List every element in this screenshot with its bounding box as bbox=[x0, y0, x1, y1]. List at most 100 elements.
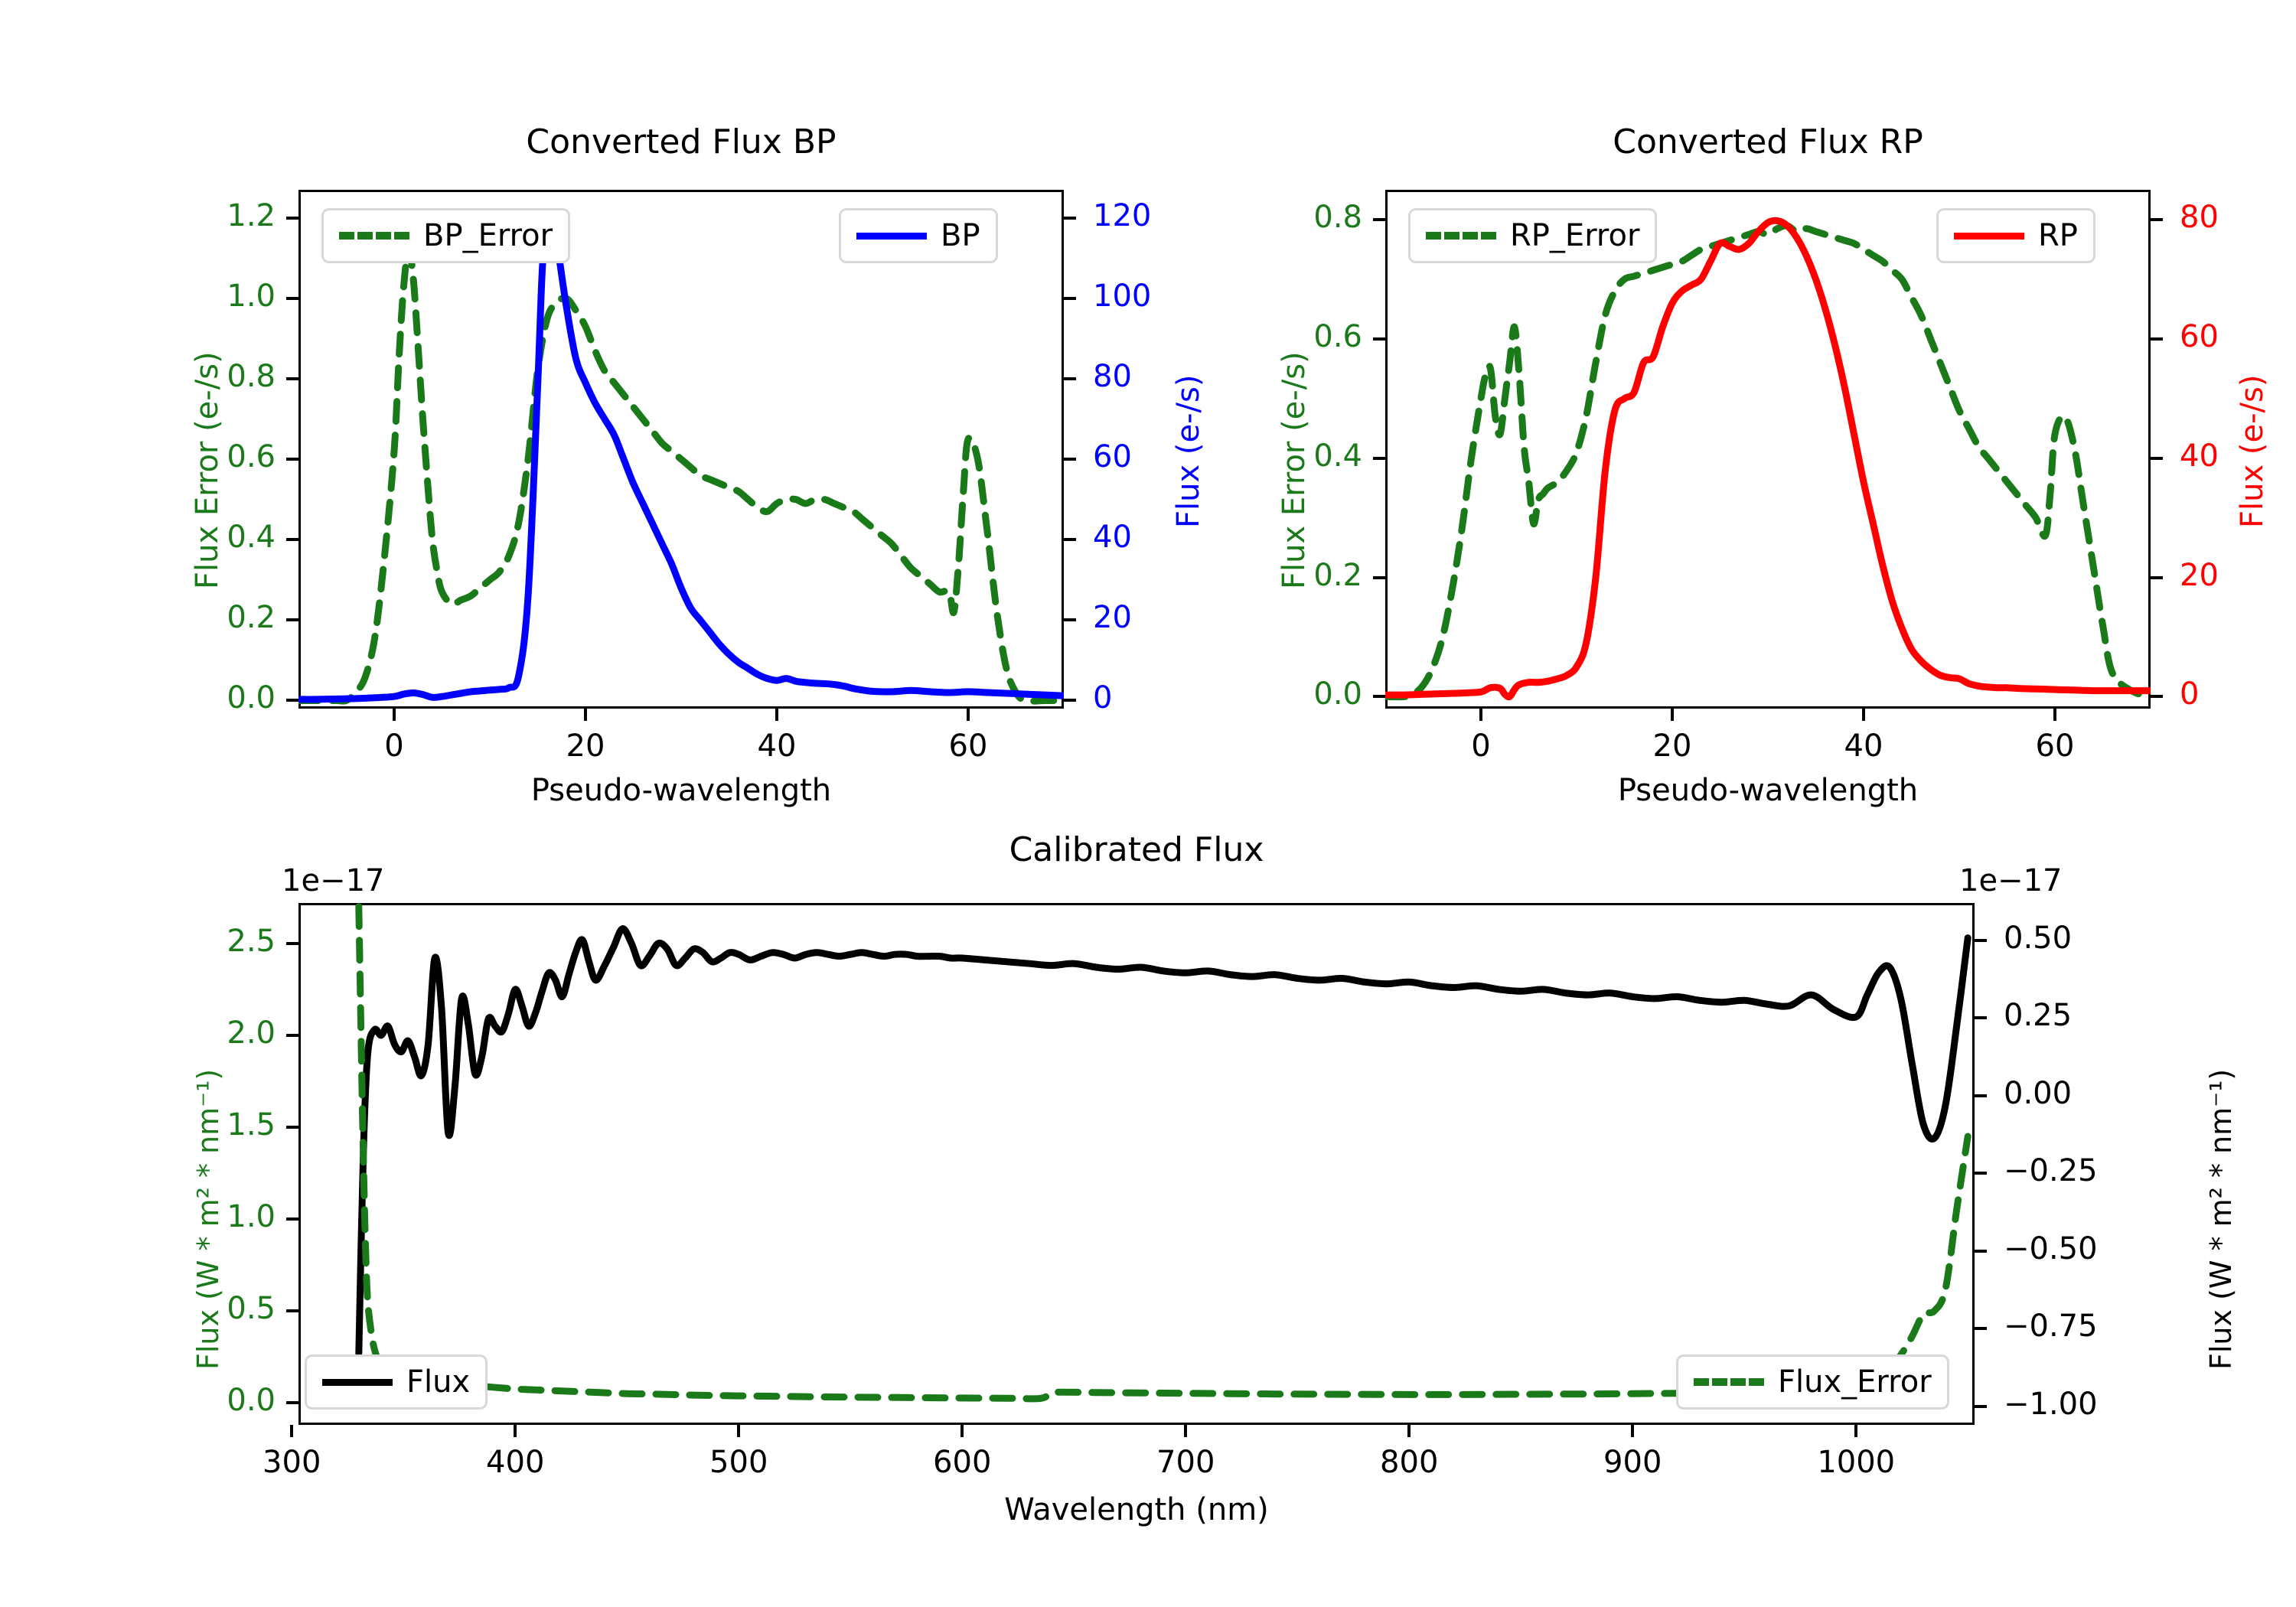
rp-yticksL-label: 0.8 bbox=[1313, 199, 1362, 235]
cal-xticks-label: 600 bbox=[933, 1445, 992, 1480]
bp-yticksR-label: 20 bbox=[1093, 600, 1132, 636]
tick-mark bbox=[286, 1401, 298, 1405]
cal-yticksR-label: −1.00 bbox=[2004, 1386, 2098, 1422]
rp-xticks-label: 40 bbox=[1844, 729, 1883, 764]
tick-mark bbox=[1373, 217, 1385, 221]
rp-title: Converted Flux RP bbox=[1613, 122, 1923, 161]
cal-xticks-label: 900 bbox=[1603, 1445, 1662, 1480]
cal-xticks-label: 1000 bbox=[1817, 1445, 1896, 1480]
rp-legend-error[interactable]: RP_Error bbox=[1408, 208, 1658, 263]
tick-mark bbox=[2151, 217, 2163, 221]
cal-yticksR-label: −0.25 bbox=[2004, 1153, 2098, 1189]
rp-yticksR-label: 60 bbox=[2180, 318, 2219, 354]
tick-mark bbox=[1975, 1094, 1987, 1097]
rp-legend-error-label: RP_Error bbox=[1510, 218, 1640, 253]
series-bp bbox=[298, 217, 1064, 703]
cal-legend-flux-label: Flux bbox=[406, 1364, 471, 1400]
tick-mark bbox=[1373, 456, 1385, 460]
tick-mark bbox=[1373, 575, 1385, 579]
tick-mark bbox=[286, 1125, 298, 1129]
tick-mark bbox=[286, 296, 298, 300]
tick-mark bbox=[584, 709, 587, 721]
bp-yticksR-label: 0 bbox=[1093, 680, 1113, 716]
cal-xticks-label: 800 bbox=[1380, 1445, 1439, 1480]
cal-xticks-label: 700 bbox=[1156, 1445, 1215, 1480]
bp-yticksR-label: 40 bbox=[1093, 520, 1132, 556]
tick-mark bbox=[1064, 538, 1076, 542]
tick-mark bbox=[286, 1309, 298, 1313]
tick-mark bbox=[1373, 695, 1385, 699]
tick-mark bbox=[960, 1425, 964, 1437]
tick-mark bbox=[2151, 337, 2163, 341]
bp-xticks-label: 60 bbox=[948, 729, 988, 764]
cal-error-swatch-icon bbox=[1694, 1378, 1764, 1386]
tick-mark bbox=[1975, 1327, 1987, 1331]
rp-xticks-label: 0 bbox=[1471, 729, 1491, 764]
rp-legend-flux[interactable]: RP bbox=[1936, 208, 2095, 263]
bp-yticksL-label: 0.0 bbox=[227, 680, 276, 716]
series-rp-error bbox=[1385, 222, 2151, 701]
tick-mark bbox=[2151, 456, 2163, 460]
bp-legend-error-label: BP_Error bbox=[423, 218, 553, 253]
tick-mark bbox=[286, 538, 298, 542]
rp-yticksR-label: 80 bbox=[2180, 199, 2219, 235]
tick-mark bbox=[1975, 1249, 1987, 1253]
tick-mark bbox=[1479, 709, 1482, 721]
cal-legend-error[interactable]: Flux_Error bbox=[1676, 1354, 1949, 1410]
rp-flux-swatch-icon bbox=[1954, 232, 2024, 240]
tick-mark bbox=[2151, 575, 2163, 579]
rp-yticksL-label: 0.0 bbox=[1313, 676, 1362, 712]
tick-mark bbox=[2151, 695, 2163, 699]
rp-yticksR-label: 40 bbox=[2180, 438, 2219, 474]
series-flux bbox=[355, 925, 1971, 1357]
tick-mark bbox=[514, 1425, 517, 1437]
bp-xticks-label: 0 bbox=[384, 729, 404, 764]
tick-mark bbox=[1064, 377, 1076, 381]
cal-legend-flux[interactable]: Flux bbox=[305, 1354, 488, 1410]
bp-xticks-label: 20 bbox=[566, 729, 605, 764]
bp-legend-error[interactable]: BP_Error bbox=[321, 208, 571, 263]
tick-mark bbox=[737, 1425, 741, 1437]
cal-yticksL-label: 1.0 bbox=[227, 1199, 276, 1235]
tick-mark bbox=[1671, 709, 1674, 721]
tick-mark bbox=[393, 709, 396, 721]
tick-mark bbox=[286, 216, 298, 220]
bp-legend-flux[interactable]: BP bbox=[839, 208, 998, 263]
cal-yticksL-label: 2.5 bbox=[227, 923, 276, 959]
rp-yticksL-label: 0.2 bbox=[1313, 557, 1362, 593]
cal-xticks-label: 300 bbox=[263, 1445, 321, 1480]
bp-yticksL-label: 1.2 bbox=[227, 197, 276, 233]
bp-yticksL-label: 0.4 bbox=[227, 520, 276, 556]
tick-mark bbox=[1854, 1425, 1858, 1437]
cal-plot-area bbox=[298, 903, 1975, 1425]
rp-yticksL-label: 0.6 bbox=[1313, 318, 1362, 354]
cal-legend-error-label: Flux_Error bbox=[1778, 1364, 1932, 1400]
tick-mark bbox=[290, 1425, 294, 1437]
rp-xticks-label: 60 bbox=[2035, 729, 2075, 764]
tick-mark bbox=[286, 699, 298, 702]
tick-mark bbox=[1064, 699, 1076, 702]
cal-yticksR-label: −0.50 bbox=[2004, 1231, 2098, 1266]
tick-mark bbox=[286, 458, 298, 461]
tick-mark bbox=[286, 941, 298, 945]
bp-yticksR-label: 100 bbox=[1093, 278, 1152, 314]
tick-mark bbox=[1631, 1425, 1635, 1437]
cal-yticksL-label: 2.0 bbox=[227, 1015, 276, 1051]
series-bp-error bbox=[298, 246, 1064, 705]
cal-xticks-label: 500 bbox=[709, 1445, 768, 1480]
tick-mark bbox=[2053, 709, 2056, 721]
bp-yticksR-label: 120 bbox=[1093, 197, 1152, 233]
tick-mark bbox=[1975, 1404, 1987, 1408]
tick-mark bbox=[1373, 337, 1385, 341]
tick-mark bbox=[1975, 1172, 1987, 1175]
rp-error-swatch-icon bbox=[1426, 232, 1496, 240]
tick-mark bbox=[286, 1217, 298, 1221]
tick-mark bbox=[1862, 709, 1865, 721]
series-rp bbox=[1385, 217, 2151, 701]
tick-mark bbox=[1064, 618, 1076, 622]
bp-yticksR-label: 60 bbox=[1093, 439, 1132, 475]
bp-legend-flux-label: BP bbox=[941, 218, 980, 253]
bp-yticksR-label: 80 bbox=[1093, 359, 1132, 395]
bp-xlabel: Pseudo-wavelength bbox=[530, 773, 832, 808]
